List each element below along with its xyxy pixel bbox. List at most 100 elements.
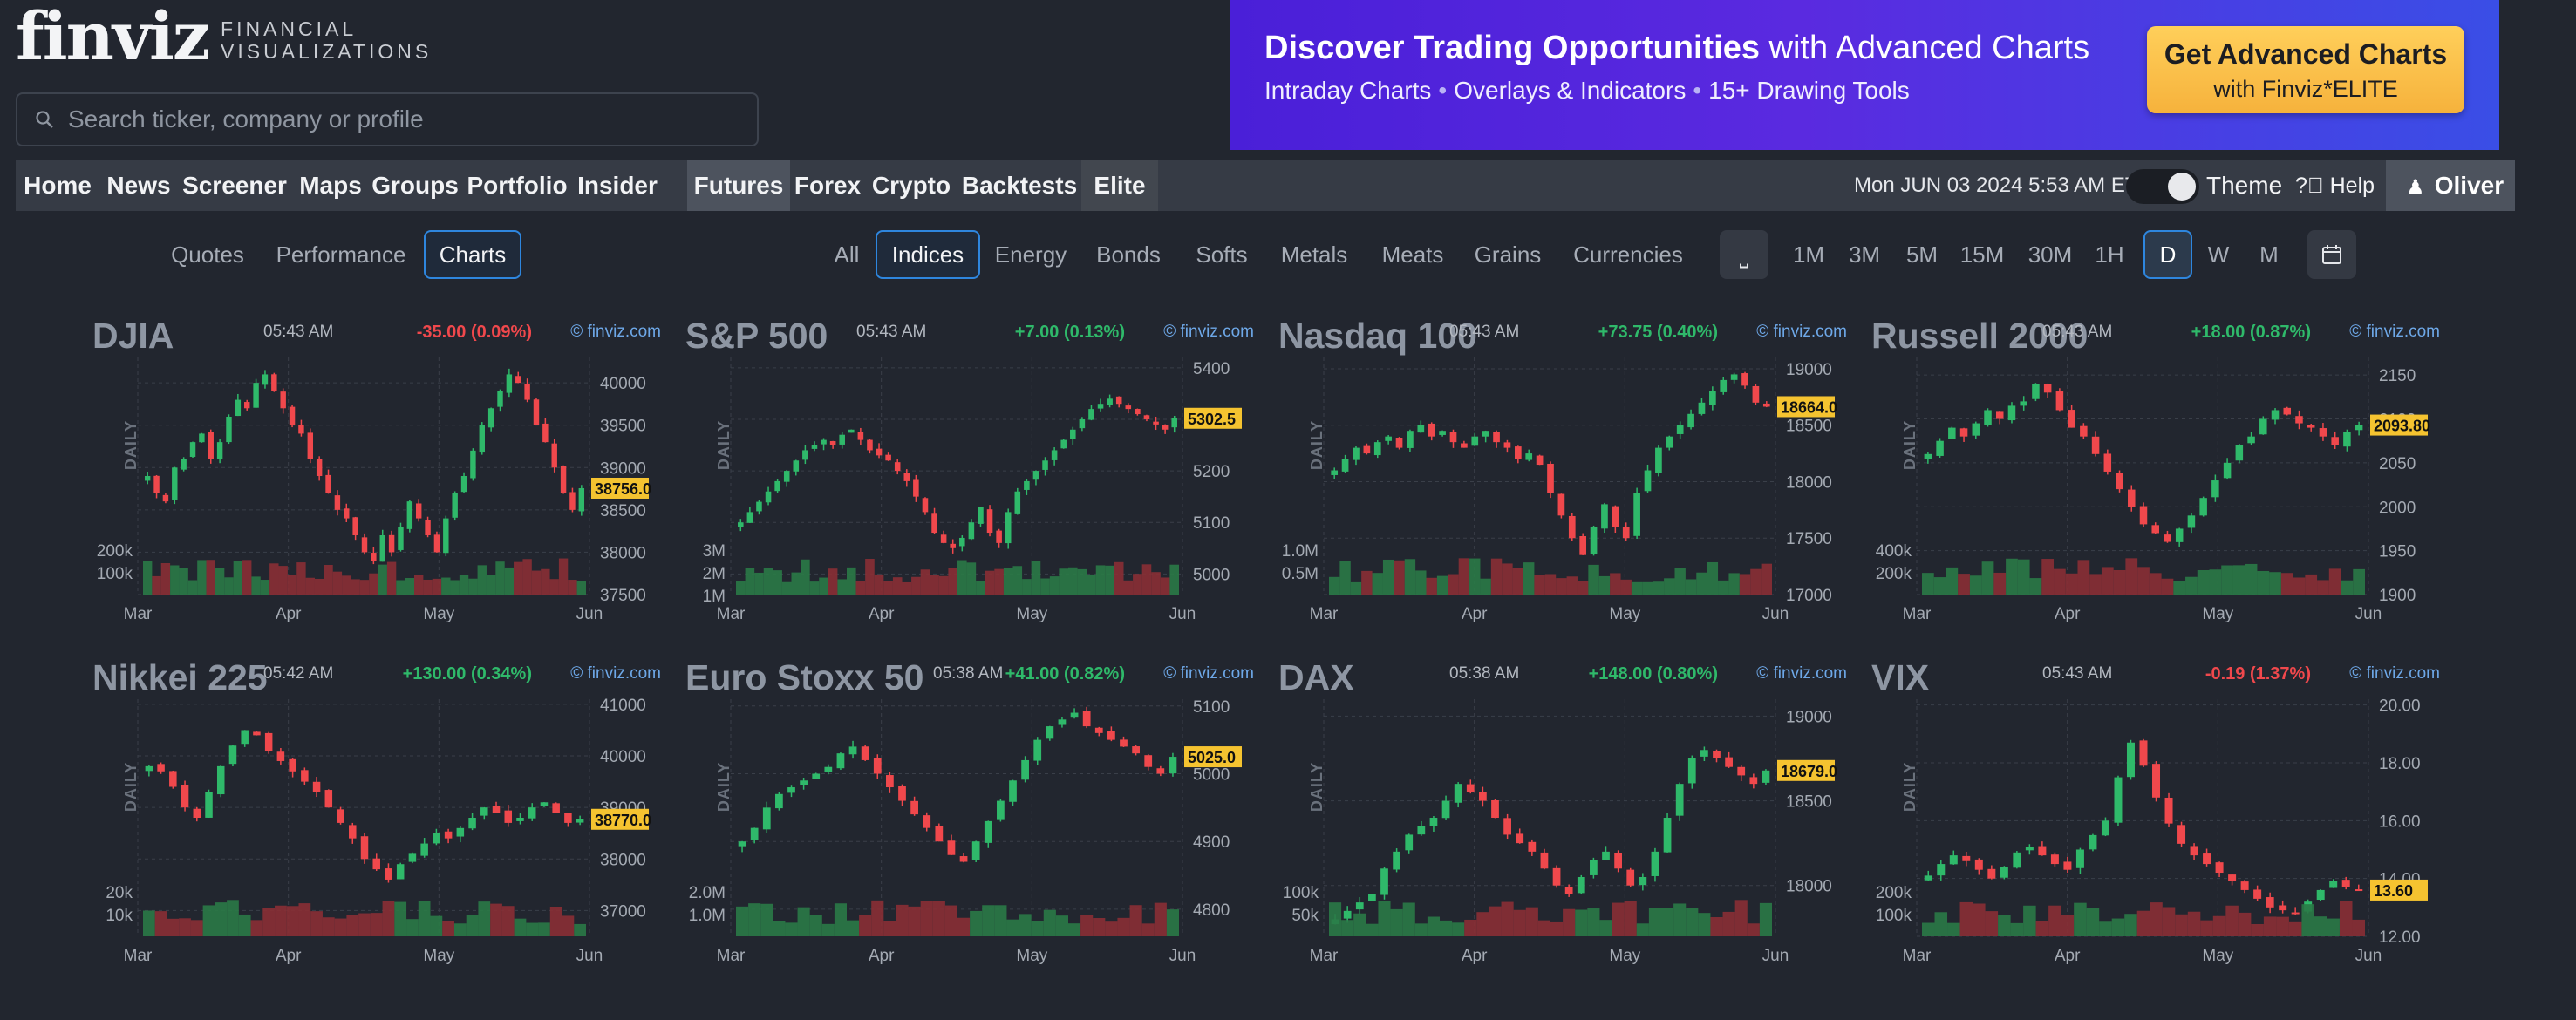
candle-body: [2247, 436, 2255, 444]
chart-panel[interactable]: 215021002050200019501900MarAprMayJun400k…: [1871, 314, 2440, 643]
candle-body: [344, 508, 350, 519]
nav-crypto[interactable]: Crypto: [871, 172, 951, 199]
chart-title[interactable]: S&P 500: [685, 316, 828, 356]
volume-bar: [2173, 581, 2186, 595]
chart-title[interactable]: DJIA: [92, 316, 174, 356]
nav-forex[interactable]: Forex: [794, 172, 862, 199]
chart-panel[interactable]: 20.0018.0016.0014.0012.00MarAprMayJun200…: [1871, 656, 2440, 985]
nav-portfolio[interactable]: Portfolio: [467, 172, 568, 199]
tab-all[interactable]: All: [834, 241, 860, 268]
nav-insider[interactable]: Insider: [577, 172, 658, 199]
nav-groups[interactable]: Groups: [371, 172, 459, 199]
chart-title[interactable]: Russell 2000: [1871, 316, 2089, 356]
candle-body: [253, 731, 261, 736]
date-picker-button[interactable]: [2307, 230, 2356, 279]
tab-bonds[interactable]: Bonds: [1096, 241, 1161, 268]
nav-news[interactable]: News: [106, 172, 171, 199]
candle-body: [2266, 897, 2274, 908]
chart-panel[interactable]: 41000 40000 39000 38000 37000 Mar Apr May Jun 20k…: [92, 656, 661, 985]
volume-bar: [1696, 572, 1707, 595]
chart-title[interactable]: DAX: [1278, 657, 1354, 697]
volume-bar: [549, 906, 562, 936]
chart-panel[interactable]: 19000 18500 18000 17500 17000 Mar Apr May Jun 1.0…: [1278, 314, 1847, 643]
chart-source-link[interactable]: © finviz.com: [1756, 323, 1847, 341]
tab-performance[interactable]: Performance: [276, 241, 406, 268]
tab-softs[interactable]: Softs: [1196, 241, 1248, 268]
tf-monthly[interactable]: M: [2259, 241, 2279, 268]
nav-backtests[interactable]: Backtests: [961, 172, 1078, 199]
search-box[interactable]: [16, 92, 759, 146]
volume-bar: [2280, 573, 2293, 595]
tf-weekly[interactable]: W: [2207, 241, 2230, 268]
tf-5m[interactable]: 5M: [1905, 241, 1939, 268]
theme-toggle[interactable]: [2126, 169, 2199, 204]
candle-body: [1577, 877, 1585, 894]
volume-bar: [2200, 920, 2213, 936]
chart-source-link[interactable]: © finviz.com: [1163, 664, 1254, 683]
chart-title[interactable]: Nasdaq 100: [1278, 316, 1477, 356]
tf-30m[interactable]: 30M: [2027, 241, 2073, 268]
x-tick-label: May: [2202, 947, 2233, 965]
volume-bar: [855, 581, 866, 595]
chart-panel[interactable]: 40000 39500 39000 38500 38000 37500 Mar Apr May J…: [92, 314, 661, 643]
chart-panel[interactable]: 54005300520051005000MarAprMayJun3M2M1M53…: [685, 314, 1254, 643]
nav-screener[interactable]: Screener: [182, 172, 287, 199]
volume-bar: [1575, 909, 1588, 936]
chart-source-link[interactable]: © finviz.com: [570, 664, 661, 683]
candle-body: [1972, 423, 1980, 436]
candle-body: [1005, 512, 1012, 544]
chart-source-link[interactable]: © finviz.com: [1756, 664, 1847, 683]
volume-bar: [1427, 916, 1440, 936]
tab-metals[interactable]: Metals: [1280, 241, 1348, 268]
chart-title[interactable]: Nikkei 225: [92, 657, 268, 697]
search-input[interactable]: [66, 105, 757, 134]
chart-source-link[interactable]: © finviz.com: [1163, 323, 1254, 341]
candle-body: [971, 841, 980, 860]
tf-1h[interactable]: 1H: [2095, 241, 2124, 268]
nav-futures[interactable]: Futures: [687, 160, 790, 211]
candle-body: [334, 495, 341, 510]
nav-maps[interactable]: Maps: [299, 172, 362, 199]
candle-type-button[interactable]: ⎵: [1720, 230, 1768, 279]
candle-body: [1033, 739, 1042, 761]
chart-source-link[interactable]: © finviz.com: [2349, 664, 2440, 683]
tf-3m[interactable]: 3M: [1848, 241, 1881, 268]
chart-time: 05:43 AM: [263, 323, 334, 341]
tab-currencies[interactable]: Currencies: [1573, 241, 1683, 268]
candle-body: [2038, 846, 2047, 856]
chart-title[interactable]: VIX: [1871, 657, 1930, 697]
advanced-charts-banner[interactable]: Discover Trading Opportunities with Adva…: [1230, 0, 2499, 150]
tab-grains[interactable]: Grains: [1474, 241, 1542, 268]
tab-indices[interactable]: Indices: [876, 230, 980, 279]
volume-bar: [342, 575, 351, 595]
volume-bar: [1329, 902, 1342, 936]
chart-source-link[interactable]: © finviz.com: [570, 323, 661, 341]
get-advanced-charts-button[interactable]: Get Advanced Charts with Finviz*ELITE: [2147, 26, 2464, 113]
tf-daily[interactable]: D: [2143, 230, 2192, 279]
volume-bar: [514, 918, 527, 936]
chart-title[interactable]: Euro Stoxx 50: [685, 657, 924, 697]
volume-bar: [2221, 565, 2233, 595]
volume-bar: [2074, 902, 2087, 936]
chart-source-link[interactable]: © finviz.com: [2349, 323, 2440, 341]
tab-meats[interactable]: Meats: [1381, 241, 1444, 268]
volume-bar: [549, 579, 559, 595]
user-menu[interactable]: ♟ Oliver: [2386, 160, 2515, 211]
tab-charts[interactable]: Charts: [424, 230, 521, 279]
tab-energy[interactable]: Energy: [994, 241, 1067, 268]
tab-quotes[interactable]: Quotes: [171, 241, 244, 268]
tf-1m[interactable]: 1M: [1792, 241, 1825, 268]
nav-home[interactable]: Home: [24, 172, 92, 199]
chart-panel[interactable]: 19000 18500 18000 Mar Apr May Jun 100k 50k 18679.…: [1278, 656, 1847, 985]
help-link[interactable]: ?⃝ Help: [2295, 160, 2375, 211]
volume-bar: [1761, 563, 1772, 595]
candle-body: [1120, 739, 1128, 747]
volume-bar: [2352, 919, 2365, 936]
volume-bar: [260, 580, 270, 595]
finviz-logo[interactable]: finviz FINANCIAL VISUALIZATIONS: [16, 2, 428, 71]
chart-panel[interactable]: 5100 5000 4900 4800 Mar Apr May Jun 2.0M 1.0M 5025…: [685, 656, 1254, 985]
theme-label[interactable]: Theme: [2206, 172, 2283, 199]
nav-elite[interactable]: Elite: [1081, 160, 1158, 211]
volume-bar: [2212, 915, 2226, 936]
tf-15m[interactable]: 15M: [1959, 241, 2005, 268]
